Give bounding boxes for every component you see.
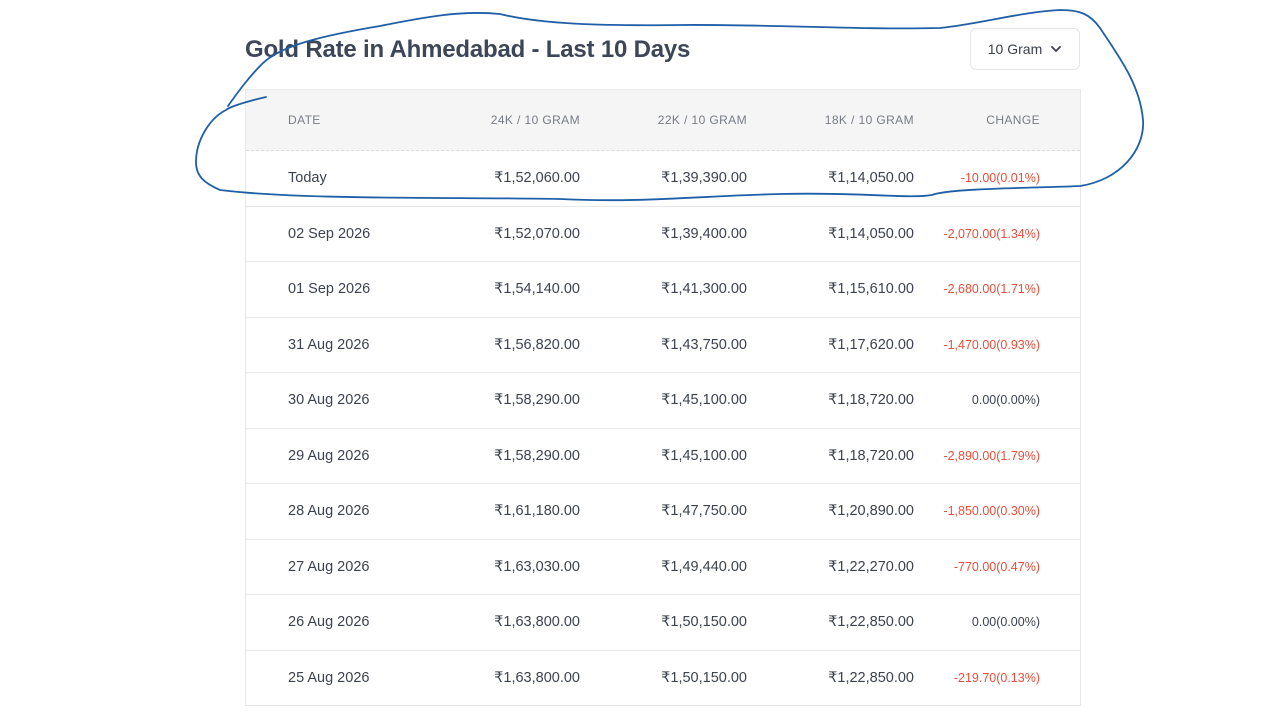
cell-change: -10.00(0.01%): [960, 171, 1040, 186]
cell-24k: ₹1,52,070.00: [494, 225, 580, 242]
column-header-change: CHANGE: [986, 113, 1040, 127]
column-header-22k: 22K / 10 GRAM: [657, 113, 747, 127]
cell-date: 30 Aug 2026: [288, 392, 370, 409]
chevron-down-icon: [1050, 43, 1062, 55]
cell-18k: ₹1,18,720.00: [828, 392, 914, 409]
cell-change: -219.70(0.13%): [953, 670, 1040, 685]
unit-dropdown-value: 10 Gram: [987, 41, 1043, 57]
cell-change: -2,680.00(1.71%): [943, 282, 1040, 297]
column-header-24k: 24K / 10 GRAM: [490, 113, 580, 127]
cell-24k: ₹1,56,820.00: [494, 336, 580, 353]
cell-22k: ₹1,45,100.00: [661, 392, 747, 409]
cell-24k: ₹1,63,800.00: [494, 669, 580, 686]
cell-22k: ₹1,45,100.00: [661, 447, 747, 464]
cell-18k: ₹1,17,620.00: [828, 336, 914, 353]
cell-18k: ₹1,22,270.00: [828, 558, 914, 575]
cell-change: 0.00(0.00%): [971, 393, 1040, 408]
page-title: Gold Rate in Ahmedabad - Last 10 Days: [245, 36, 691, 63]
table-row: 27 Aug 2026 ₹1,63,030.00 ₹1,49,440.00 ₹1…: [246, 540, 1080, 595]
column-header-18k: 18K / 10 GRAM: [824, 113, 914, 127]
table-header: DATE 24K / 10 GRAM 22K / 10 GRAM 18K / 1…: [246, 89, 1080, 151]
cell-change: -1,470.00(0.93%): [943, 337, 1040, 352]
cell-18k: ₹1,18,720.00: [828, 447, 914, 464]
cell-18k: ₹1,14,050.00: [828, 225, 914, 242]
cell-24k: ₹1,58,290.00: [494, 447, 580, 464]
cell-24k: ₹1,54,140.00: [494, 281, 580, 298]
cell-18k: ₹1,22,850.00: [828, 614, 914, 631]
cell-change: -770.00(0.47%): [953, 559, 1040, 574]
cell-date: 31 Aug 2026: [288, 336, 370, 353]
cell-22k: ₹1,39,400.00: [661, 225, 747, 242]
cell-18k: ₹1,20,890.00: [828, 503, 914, 520]
cell-22k: ₹1,50,150.00: [661, 669, 747, 686]
cell-24k: ₹1,61,180.00: [494, 503, 580, 520]
cell-22k: ₹1,39,390.00: [661, 170, 747, 187]
cell-change: -2,890.00(1.79%): [943, 448, 1040, 463]
table-row: 30 Aug 2026 ₹1,58,290.00 ₹1,45,100.00 ₹1…: [246, 373, 1080, 429]
cell-change: -1,850.00(0.30%): [943, 504, 1040, 519]
cell-24k: ₹1,63,800.00: [494, 614, 580, 631]
table-row: 26 Aug 2026 ₹1,63,800.00 ₹1,50,150.00 ₹1…: [246, 595, 1080, 651]
table-row: 02 Sep 2026 ₹1,52,070.00 ₹1,39,400.00 ₹1…: [246, 207, 1080, 262]
unit-dropdown[interactable]: 10 Gram: [970, 28, 1080, 70]
cell-date: 01 Sep 2026: [288, 281, 371, 298]
table-row: 29 Aug 2026 ₹1,58,290.00 ₹1,45,100.00 ₹1…: [246, 429, 1080, 484]
cell-date: 25 Aug 2026: [288, 669, 370, 686]
cell-22k: ₹1,43,750.00: [661, 336, 747, 353]
cell-24k: ₹1,58,290.00: [494, 392, 580, 409]
cell-18k: ₹1,14,050.00: [828, 170, 914, 187]
gold-rate-table: DATE 24K / 10 GRAM 22K / 10 GRAM 18K / 1…: [245, 89, 1081, 706]
cell-22k: ₹1,41,300.00: [661, 281, 747, 298]
cell-date: 29 Aug 2026: [288, 447, 370, 464]
cell-change: 0.00(0.00%): [971, 615, 1040, 630]
table-row: 01 Sep 2026 ₹1,54,140.00 ₹1,41,300.00 ₹1…: [246, 262, 1080, 318]
cell-date: 28 Aug 2026: [288, 503, 370, 520]
cell-date: 02 Sep 2026: [288, 225, 371, 242]
cell-22k: ₹1,50,150.00: [661, 614, 747, 631]
cell-date: Today: [288, 170, 327, 187]
column-header-date: DATE: [288, 113, 321, 127]
cell-22k: ₹1,47,750.00: [661, 503, 747, 520]
cell-24k: ₹1,52,060.00: [494, 170, 580, 187]
table-row: 31 Aug 2026 ₹1,56,820.00 ₹1,43,750.00 ₹1…: [246, 318, 1080, 373]
table-row: 28 Aug 2026 ₹1,61,180.00 ₹1,47,750.00 ₹1…: [246, 484, 1080, 540]
table-row: Today ₹1,52,060.00 ₹1,39,390.00 ₹1,14,05…: [246, 151, 1080, 207]
cell-change: -2,070.00(1.34%): [943, 226, 1040, 241]
cell-22k: ₹1,49,440.00: [661, 558, 747, 575]
cell-date: 27 Aug 2026: [288, 558, 370, 575]
cell-24k: ₹1,63,030.00: [494, 558, 580, 575]
table-row: 25 Aug 2026 ₹1,63,800.00 ₹1,50,150.00 ₹1…: [246, 651, 1080, 706]
cell-date: 26 Aug 2026: [288, 614, 370, 631]
cell-18k: ₹1,15,610.00: [828, 281, 914, 298]
cell-18k: ₹1,22,850.00: [828, 669, 914, 686]
